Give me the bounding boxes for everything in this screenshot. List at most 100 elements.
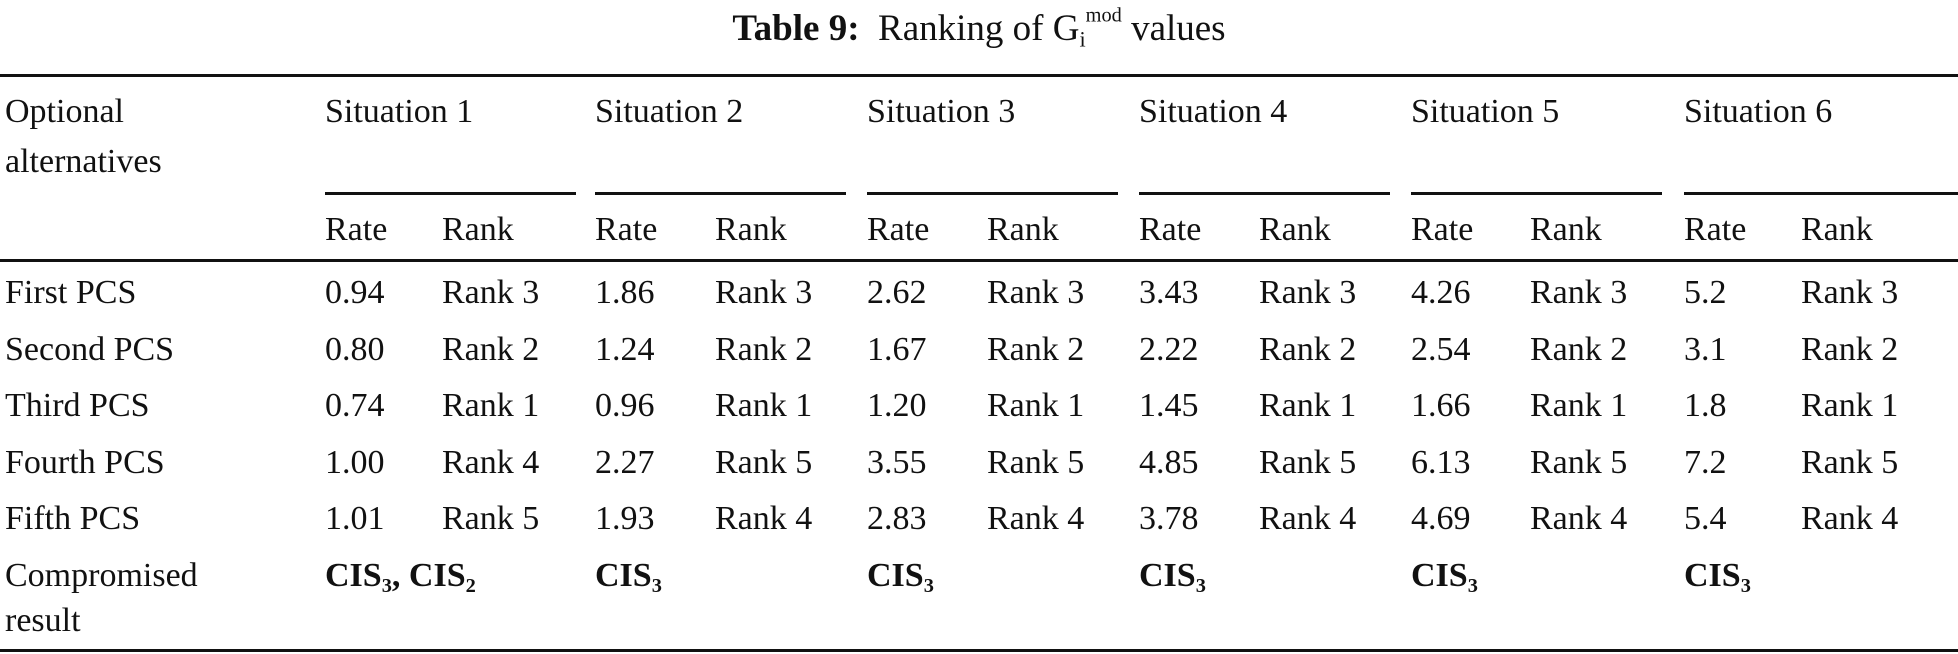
result-base: CIS <box>1684 557 1741 594</box>
situation-underline <box>325 192 576 195</box>
rank-value: Rank 5 <box>442 500 540 537</box>
rate-value: 5.2 <box>1684 274 1727 311</box>
result-base: CIS <box>595 557 652 594</box>
rate-value: 1.01 <box>325 500 385 537</box>
rate-value: 3.78 <box>1139 500 1199 537</box>
rank-value: Rank 3 <box>1530 274 1628 311</box>
rank-value: Rank 2 <box>715 330 813 368</box>
header-situation: Situation 1 <box>325 93 474 130</box>
situation-underline <box>1411 192 1662 195</box>
rate-value: 3.43 <box>1139 274 1199 311</box>
situation-underline <box>595 192 846 195</box>
header-rate: Rate <box>1684 211 1747 248</box>
header-situation: Situation 5 <box>1411 93 1560 130</box>
header-situation: Situation 6 <box>1684 93 1833 130</box>
rate-value: 2.27 <box>595 443 655 481</box>
table-label: Table 9: <box>732 8 860 49</box>
compromised-result: CIS3, CIS2 <box>325 557 476 597</box>
rank-value: Rank 4 <box>442 443 540 481</box>
rank-value: Rank 5 <box>715 443 813 481</box>
rank-value: Rank 3 <box>715 274 813 311</box>
rate-value: 0.80 <box>325 330 385 368</box>
result-subscript: 3 <box>1195 575 1206 598</box>
rate-value: 2.83 <box>867 500 927 537</box>
result-separator: , <box>391 557 409 594</box>
row-label: Third PCS <box>5 387 150 424</box>
rate-value: 1.86 <box>595 274 655 311</box>
result-subscript: 2 <box>465 575 476 598</box>
rate-value: 1.45 <box>1139 387 1199 424</box>
rate-value: 1.66 <box>1411 387 1471 424</box>
compromised-result: CIS3 <box>867 557 934 597</box>
result-base: CIS <box>325 557 382 594</box>
row-label: Fifth PCS <box>5 500 141 537</box>
rate-value: 1.67 <box>867 330 927 368</box>
rate-value: 3.55 <box>867 443 927 481</box>
rate-value: 2.62 <box>867 274 927 311</box>
row-label: First PCS <box>5 274 137 311</box>
rate-value: 2.22 <box>1139 330 1199 368</box>
result-base: CIS <box>408 557 466 594</box>
rate-value: 1.20 <box>867 387 927 424</box>
result-subscript: 3 <box>651 575 662 598</box>
compromised-label: Compromised <box>5 557 198 594</box>
rank-value: Rank 3 <box>442 274 540 311</box>
result-subscript: 3 <box>1467 575 1478 598</box>
rank-value: Rank 1 <box>442 387 540 424</box>
rank-value: Rank 2 <box>1259 330 1357 368</box>
top-rule <box>0 74 1958 77</box>
header-situation: Situation 4 <box>1139 93 1288 130</box>
rank-value: Rank 4 <box>1801 500 1899 537</box>
rate-value: 4.26 <box>1411 274 1471 311</box>
rank-value: Rank 3 <box>1259 274 1357 311</box>
rank-value: Rank 5 <box>1530 443 1628 481</box>
header-optional-alternatives: alternatives <box>5 143 162 180</box>
rate-value: 0.74 <box>325 387 385 424</box>
header-rank: Rank <box>1259 211 1331 248</box>
result-subscript: 3 <box>381 575 392 598</box>
rank-value: Rank 2 <box>987 330 1085 368</box>
rank-value: Rank 4 <box>987 500 1085 537</box>
rank-value: Rank 3 <box>1801 274 1899 311</box>
rate-value: 2.54 <box>1411 330 1471 368</box>
compromised-result: CIS3 <box>595 557 662 597</box>
rate-value: 3.1 <box>1684 330 1727 368</box>
rank-value: Rank 1 <box>1259 387 1357 424</box>
rate-value: 7.2 <box>1684 443 1727 481</box>
header-rate: Rate <box>595 211 658 248</box>
caption-suffix: values <box>1131 8 1226 49</box>
rank-value: Rank 2 <box>1801 330 1899 368</box>
rank-value: Rank 4 <box>1530 500 1628 537</box>
header-rank: Rank <box>1530 211 1602 248</box>
rank-value: Rank 2 <box>1530 330 1628 368</box>
caption-prefix: Ranking of G <box>878 8 1080 49</box>
rate-value: 1.24 <box>595 330 655 368</box>
rate-value: 1.00 <box>325 443 385 481</box>
caption-subscript: i <box>1079 26 1086 52</box>
situation-underline <box>867 192 1118 195</box>
caption-superscript: mod <box>1085 4 1122 27</box>
rate-value: 1.93 <box>595 500 655 537</box>
rank-value: Rank 2 <box>442 330 540 368</box>
rank-value: Rank 3 <box>987 274 1085 311</box>
compromised-result: CIS3 <box>1411 559 1478 597</box>
rate-value: 5.4 <box>1684 500 1727 537</box>
result-base: CIS <box>867 557 924 594</box>
compromised-result: CIS3 <box>1139 559 1206 597</box>
rank-value: Rank 5 <box>987 443 1085 481</box>
rank-value: Rank 5 <box>1801 443 1899 481</box>
header-rank: Rank <box>442 211 514 248</box>
rate-value: 1.8 <box>1684 387 1727 424</box>
rate-value: 0.96 <box>595 387 655 424</box>
header-rank: Rank <box>1801 211 1873 248</box>
rank-value: Rank 1 <box>715 387 813 424</box>
header-situation: Situation 2 <box>595 93 744 130</box>
compromised-result: CIS3 <box>1684 557 1751 597</box>
bottom-rule <box>0 649 1958 652</box>
rate-value: 4.69 <box>1411 500 1471 537</box>
header-rate: Rate <box>1411 211 1474 248</box>
situation-underline <box>1139 192 1390 195</box>
header-situation: Situation 3 <box>867 93 1016 130</box>
situation-underline <box>1684 192 1958 195</box>
compromised-label: result <box>5 602 81 639</box>
